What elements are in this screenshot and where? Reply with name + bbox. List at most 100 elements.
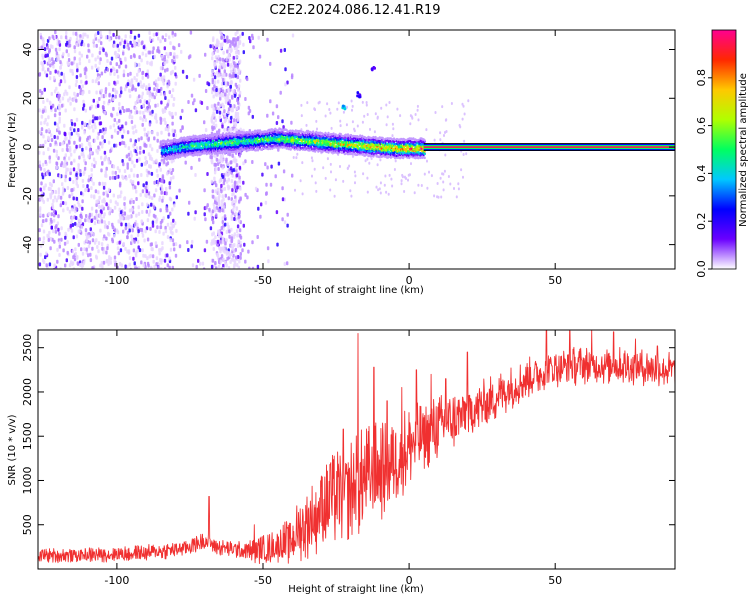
heatmap-cell xyxy=(96,245,99,249)
heatmap-cell xyxy=(234,247,237,252)
heatmap-cell xyxy=(95,90,98,95)
heatmap-cell xyxy=(162,231,165,236)
heatmap-cell xyxy=(274,174,277,179)
heatmap-cell xyxy=(248,266,251,269)
heatmap-cell xyxy=(129,267,132,269)
heatmap-cell xyxy=(215,266,218,269)
heatmap-cell xyxy=(48,36,51,41)
heatmap-cell xyxy=(132,200,135,204)
heatmap-cell xyxy=(168,90,171,95)
heatmap-cell xyxy=(227,91,231,96)
heatmap-cell xyxy=(213,84,216,89)
heatmap-cell xyxy=(143,114,146,119)
heatmap-cell xyxy=(211,189,214,194)
heatmap-cell xyxy=(53,113,57,118)
heatmap-cell xyxy=(104,170,107,175)
heatmap-cell xyxy=(159,225,163,230)
heatmap-cell xyxy=(219,118,222,123)
heatmap-cell xyxy=(58,240,61,245)
heatmap-cell xyxy=(156,225,159,230)
heatmap-cell xyxy=(139,116,142,121)
heatmap-cell xyxy=(58,111,61,116)
heatmap-cell xyxy=(131,238,134,243)
heatmap-cell xyxy=(49,70,52,75)
heatmap-cell xyxy=(66,250,69,255)
heatmap-cell xyxy=(160,77,163,82)
heatmap-cell xyxy=(169,176,173,181)
heatmap-cell xyxy=(107,82,111,87)
heatmap-cell xyxy=(155,32,158,37)
heatmap-cell xyxy=(70,228,74,233)
heatmap-cell xyxy=(39,89,42,93)
heatmap-cell xyxy=(214,235,217,240)
heatmap-cell xyxy=(41,109,45,114)
heatmap-cell xyxy=(460,168,463,172)
heatmap-cell xyxy=(51,61,54,66)
heatmap-cell xyxy=(57,227,60,232)
heatmap-cell xyxy=(64,235,67,240)
heatmap-cell xyxy=(226,184,230,189)
heatmap-cell xyxy=(113,72,116,76)
heatmap-cell xyxy=(100,41,103,46)
heatmap-cell xyxy=(100,155,103,160)
heatmap-cell xyxy=(122,51,125,56)
heatmap-cell xyxy=(112,164,116,169)
heatmap-cell xyxy=(42,185,46,190)
heatmap-cell xyxy=(72,98,75,102)
heatmap-cell xyxy=(164,33,168,38)
heatmap-cell xyxy=(449,182,452,186)
heatmap-cell xyxy=(277,161,281,166)
heatmap-cell xyxy=(135,78,138,83)
heatmap-cell xyxy=(95,199,98,204)
heatmap-cell xyxy=(219,177,223,182)
heatmap-cell xyxy=(52,218,56,223)
heatmap-cell xyxy=(172,133,175,137)
heatmap-cell xyxy=(217,101,220,106)
heatmap-cell xyxy=(171,88,175,93)
heatmap-cell xyxy=(161,218,164,223)
heatmap-cell xyxy=(227,224,230,229)
heatmap-cell xyxy=(41,37,45,42)
heatmap-cell xyxy=(174,111,177,116)
heatmap-cell xyxy=(334,178,337,182)
heatmap-cell xyxy=(75,181,78,186)
heatmap-cell xyxy=(86,217,89,222)
heatmap-cell xyxy=(56,123,59,127)
heatmap-cell xyxy=(41,61,45,66)
heatmap-cell xyxy=(73,140,76,145)
heatmap-cell xyxy=(230,236,234,241)
heatmap-cell xyxy=(60,163,63,168)
heatmap-cell xyxy=(413,191,416,195)
heatmap-cell xyxy=(239,196,242,201)
heatmap-cell xyxy=(42,236,46,241)
heatmap-cell xyxy=(237,117,240,122)
heatmap-cell xyxy=(385,190,388,194)
heatmap-cell xyxy=(82,106,85,111)
heatmap-cell xyxy=(142,253,145,258)
heatmap-cell xyxy=(223,127,226,132)
heatmap-cell xyxy=(221,240,225,244)
heatmap-cell xyxy=(151,130,154,135)
heatmap-cell xyxy=(80,39,84,44)
heatmap-cell xyxy=(49,236,53,241)
heatmap-cell xyxy=(71,61,74,66)
heatmap-cell xyxy=(234,198,237,203)
heatmap-cell xyxy=(135,189,138,194)
heatmap-cell xyxy=(80,143,84,147)
heatmap-cell xyxy=(130,120,134,124)
heatmap-cell xyxy=(79,172,82,177)
heatmap-cell xyxy=(168,265,171,269)
heatmap-cell xyxy=(128,256,132,261)
heatmap-cell xyxy=(166,222,170,227)
heatmap-cell xyxy=(155,262,158,267)
heatmap-marks xyxy=(38,30,675,269)
heatmap-cell xyxy=(89,150,93,155)
heatmap-cell xyxy=(156,173,159,178)
heatmap-cell xyxy=(70,207,74,212)
heatmap-cell xyxy=(132,39,136,43)
heatmap-cell xyxy=(246,77,249,82)
heatmap-cell xyxy=(218,193,221,198)
heatmap-cell xyxy=(326,157,329,161)
heatmap-cell xyxy=(47,137,51,141)
heatmap-cell xyxy=(148,98,151,103)
